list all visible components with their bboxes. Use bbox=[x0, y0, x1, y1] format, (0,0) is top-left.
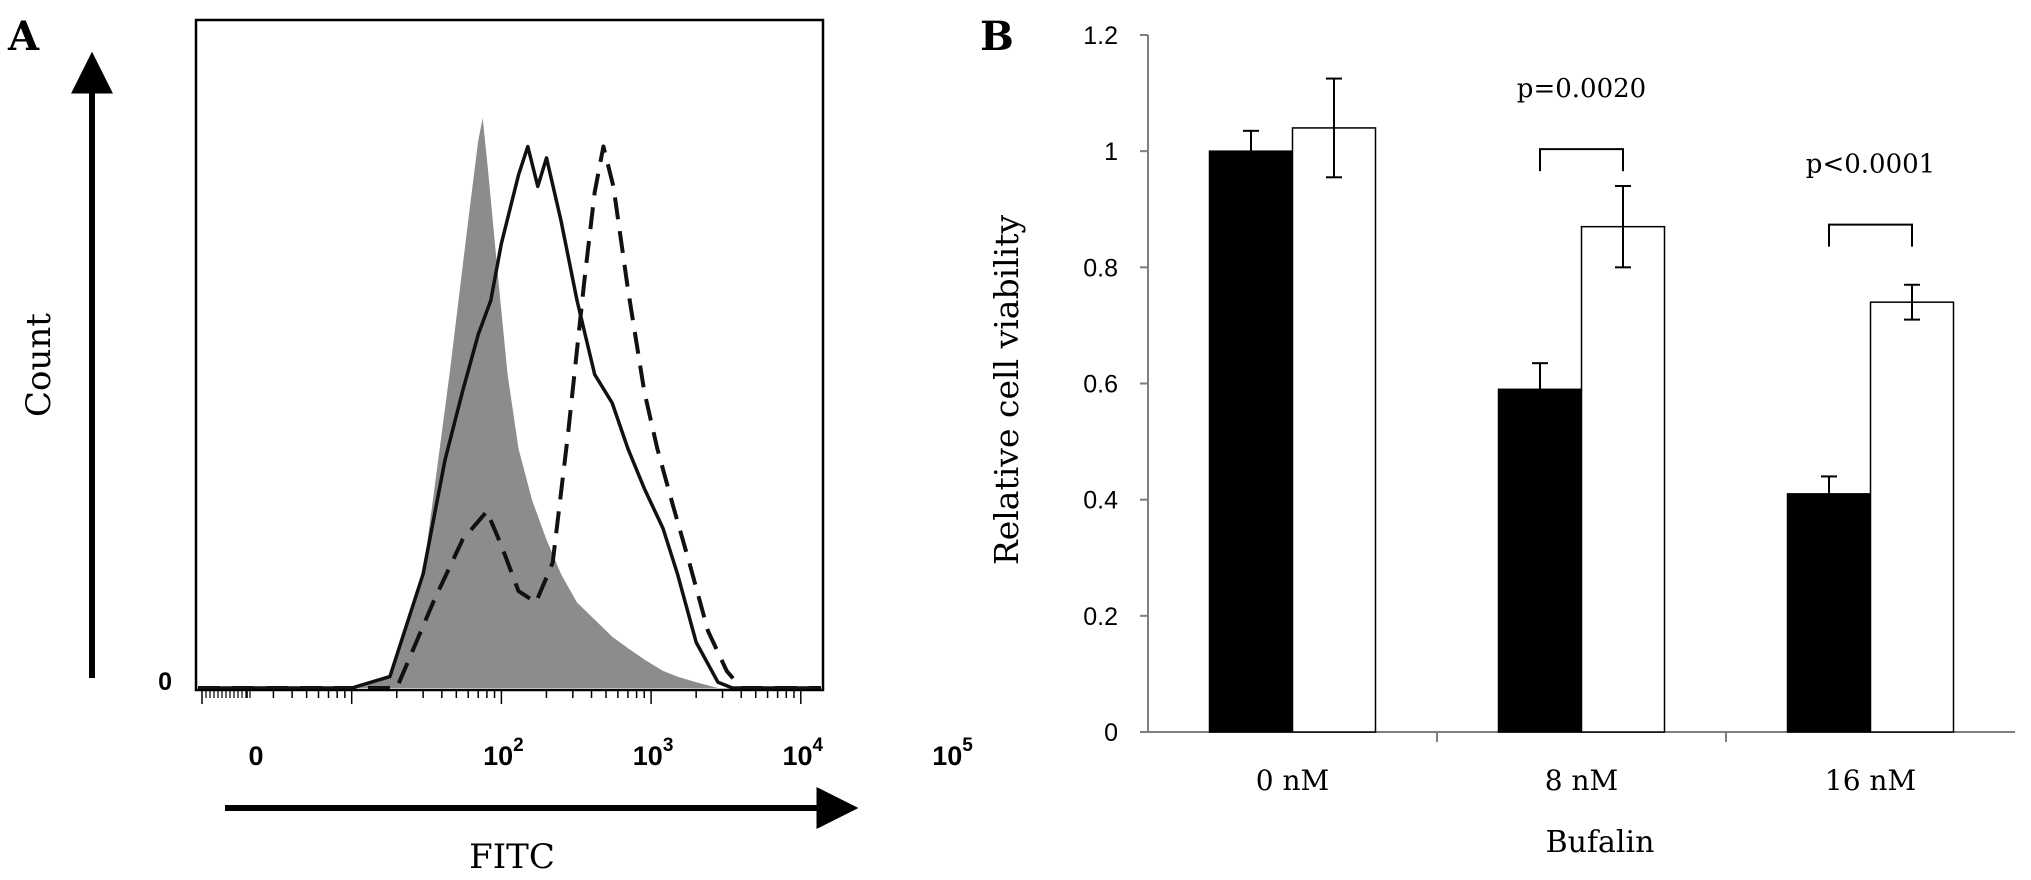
panel-b: B Relative cell viability 0 0.2 0.4 0.6 0.8 1… bbox=[980, 13, 2015, 860]
panel-a-x-label: FITC bbox=[469, 837, 555, 877]
x-tick-label: 102 bbox=[483, 735, 524, 771]
histogram-solid-line bbox=[198, 144, 821, 690]
histogram-gray-area bbox=[351, 118, 719, 688]
x-tick-label: 16 nM bbox=[1825, 764, 1916, 797]
y-tick-label: 0 bbox=[1104, 719, 1118, 747]
panel-b-y-ticks: 0 0.2 0.4 0.6 0.8 1 1.2 bbox=[1083, 22, 1148, 747]
panel-a: A Count FITC 0 102 103 104 105 0 bbox=[7, 13, 973, 877]
panel-a-y-tick-labels: 0 bbox=[158, 668, 172, 696]
x-tick-label: 8 nM bbox=[1545, 764, 1618, 797]
bar-black bbox=[1497, 388, 1583, 733]
panel-b-label: B bbox=[980, 13, 1014, 60]
y-tick-label: 0 bbox=[158, 668, 172, 696]
panel-b-x-label: Bufalin bbox=[1546, 825, 1655, 860]
p-value-label: p<0.0001 bbox=[1806, 150, 1935, 180]
y-tick-label: 0.4 bbox=[1083, 487, 1118, 515]
histogram-gray-fill bbox=[351, 118, 719, 688]
x-tick-exponent: 4 bbox=[813, 735, 824, 756]
x-tick-label: 105 bbox=[932, 735, 973, 771]
p-value-label: p=0.0020 bbox=[1517, 74, 1646, 104]
panel-b-y-label: Relative cell viability bbox=[987, 215, 1026, 566]
panel-a-x-minor-ticks bbox=[201, 690, 802, 704]
histogram-dashed-curve bbox=[198, 144, 821, 690]
panel-b-bars bbox=[1208, 77, 1955, 733]
panel-a-x-tick-labels: 0 102 103 104 105 bbox=[248, 735, 973, 771]
bar-black bbox=[1208, 150, 1294, 733]
x-tick-label: 103 bbox=[633, 735, 674, 771]
x-tick-label: 0 bbox=[248, 741, 263, 771]
bar-white bbox=[1580, 225, 1666, 733]
x-tick-label: 104 bbox=[782, 735, 823, 771]
x-tick-exponent: 3 bbox=[663, 735, 674, 756]
y-tick-label: 0.2 bbox=[1083, 603, 1118, 631]
panel-b-annotations: p=0.0020 p<0.0001 bbox=[1517, 74, 1935, 247]
panel-a-y-label: Count bbox=[19, 313, 59, 417]
panel-b-x-ticks: 0 nM 8 nM 16 nM bbox=[1256, 732, 1916, 797]
histogram-dashed-line bbox=[198, 144, 821, 690]
histogram-solid-curve bbox=[198, 144, 821, 690]
bar-black bbox=[1786, 493, 1872, 733]
x-tick-exponent: 5 bbox=[962, 735, 973, 756]
significance-bracket bbox=[1828, 223, 1913, 247]
bar-white bbox=[1869, 301, 1955, 733]
significance-bracket bbox=[1539, 148, 1624, 172]
y-tick-label: 0.6 bbox=[1083, 371, 1118, 399]
x-tick-exponent: 2 bbox=[513, 735, 524, 756]
bar-white bbox=[1291, 127, 1377, 733]
y-tick-label: 1 bbox=[1104, 138, 1118, 166]
panel-a-label: A bbox=[7, 13, 40, 60]
x-tick-label: 0 nM bbox=[1256, 764, 1329, 797]
y-tick-label: 1.2 bbox=[1083, 22, 1118, 50]
y-tick-label: 0.8 bbox=[1083, 254, 1118, 282]
